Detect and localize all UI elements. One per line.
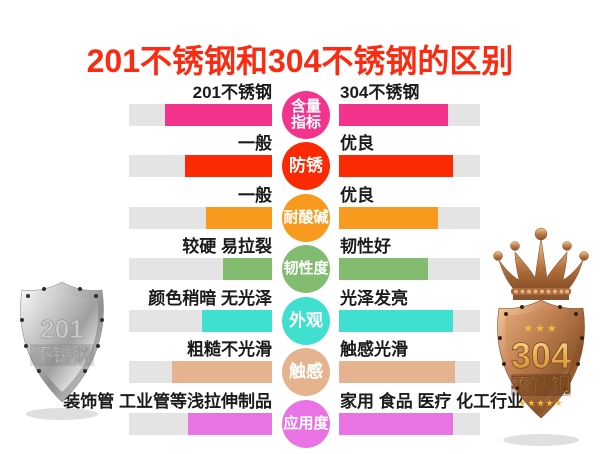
shield-201-band (30, 344, 94, 366)
shield-304-image: ★★★ 304 不锈钢 ★★★★★ (489, 226, 593, 450)
row-left-track (129, 258, 272, 280)
shield-201-image: 201 不锈钢 (12, 274, 112, 424)
row-right-fill (339, 207, 438, 229)
metric-circle-label: 耐酸碱 (283, 208, 329, 226)
row-left-label: 201不锈钢 (192, 83, 272, 102)
row-left-label: 一般 (238, 134, 272, 153)
row-right-label: 韧性好 (340, 237, 391, 256)
row-right-track (339, 104, 480, 126)
metric-circle: 韧性度 (282, 245, 330, 293)
row-left-fill (206, 207, 272, 229)
shield-304-label: 不锈钢 (511, 374, 571, 397)
shield-201-graphic: 201 不锈钢 (20, 281, 104, 420)
row-right-label: 优良 (340, 134, 374, 153)
row-left-track (129, 207, 272, 229)
shield-304-face (504, 308, 578, 408)
shield-201-face (25, 291, 99, 392)
row-right-fill (339, 104, 448, 126)
row-right-label: 家用 食品 医疗 化工行业 (340, 392, 525, 411)
metric-circle-label: 触感 (289, 361, 323, 381)
crown-icon (493, 227, 589, 300)
metric-circle: 防锈 (282, 142, 330, 190)
row-right-fill (339, 361, 455, 383)
shield-304-rivets (498, 305, 584, 390)
shield-304-stars-bottom: ★★★★★ (518, 398, 563, 408)
row-left-fill (223, 258, 272, 280)
row-right-label: 优良 (340, 186, 374, 205)
row-left-fill (184, 155, 272, 177)
shield-304-band (511, 374, 571, 396)
row-left-track (129, 155, 272, 177)
metric-circle-label: 韧性度 (283, 259, 329, 277)
row-left-fill (164, 104, 272, 126)
metric-circle-label: 外观 (289, 310, 323, 330)
metric-circle: 触感 (282, 348, 330, 396)
row-left-label: 一般 (238, 186, 272, 205)
row-left-fill (187, 413, 272, 435)
shield-201-number: 201 (40, 314, 83, 344)
shield-304-stars-top: ★★★ (523, 323, 559, 335)
row-right-label: 304不锈钢 (340, 83, 420, 102)
row-left-track (129, 413, 272, 435)
metric-circle: 外观 (282, 297, 330, 345)
shield-304-shadow (503, 434, 579, 446)
row-right-track (339, 413, 480, 435)
row-right-fill (339, 310, 454, 332)
metric-circle: 含量 指标 (282, 91, 330, 139)
shield-201-label: 不锈钢 (33, 344, 90, 366)
row-left-track (129, 104, 272, 126)
row-right-label: 光泽发亮 (340, 289, 408, 308)
shield-201-shadow (26, 408, 98, 420)
row-right-fill (339, 413, 454, 435)
row-left-track (129, 361, 272, 383)
row-left-label: 颜色稍暗 无光泽 (148, 289, 272, 308)
row-left-fill (201, 310, 272, 332)
row-left-label: 装饰管 工业管等浅拉伸制品 (63, 392, 272, 411)
row-right-track (339, 310, 480, 332)
row-right-track (339, 155, 480, 177)
row-left-track (129, 310, 272, 332)
row-left-fill (171, 361, 272, 383)
shield-304-graphic: ★★★ 304 不锈钢 ★★★★★ (493, 227, 589, 446)
metric-circle: 耐酸碱 (282, 194, 330, 242)
shield-201-rivets (20, 287, 104, 373)
row-right-track (339, 258, 480, 280)
row-left-label: 较硬 易拉裂 (182, 237, 272, 256)
row-right-track (339, 207, 480, 229)
metric-circle-label: 含量 (290, 97, 321, 115)
metric-circle-label: 指标 (290, 114, 321, 131)
metric-circle: 应用度 (282, 400, 330, 448)
metric-circle-label: 应用度 (283, 414, 329, 432)
row-right-fill (339, 258, 428, 280)
row-right-track (339, 361, 480, 383)
metric-circle-label: 防锈 (289, 155, 323, 175)
page-title: 201不锈钢和304不锈钢的区别 (86, 43, 514, 79)
row-right-fill (339, 155, 454, 177)
shield-304-number: 304 (511, 335, 571, 376)
row-left-label: 粗糙不光滑 (187, 340, 272, 359)
row-right-label: 触感光滑 (340, 340, 408, 359)
